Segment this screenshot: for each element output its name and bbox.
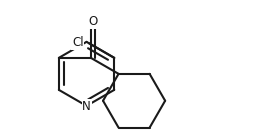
Text: Cl: Cl [72, 36, 84, 49]
Text: N: N [82, 100, 91, 113]
Text: O: O [88, 15, 97, 28]
